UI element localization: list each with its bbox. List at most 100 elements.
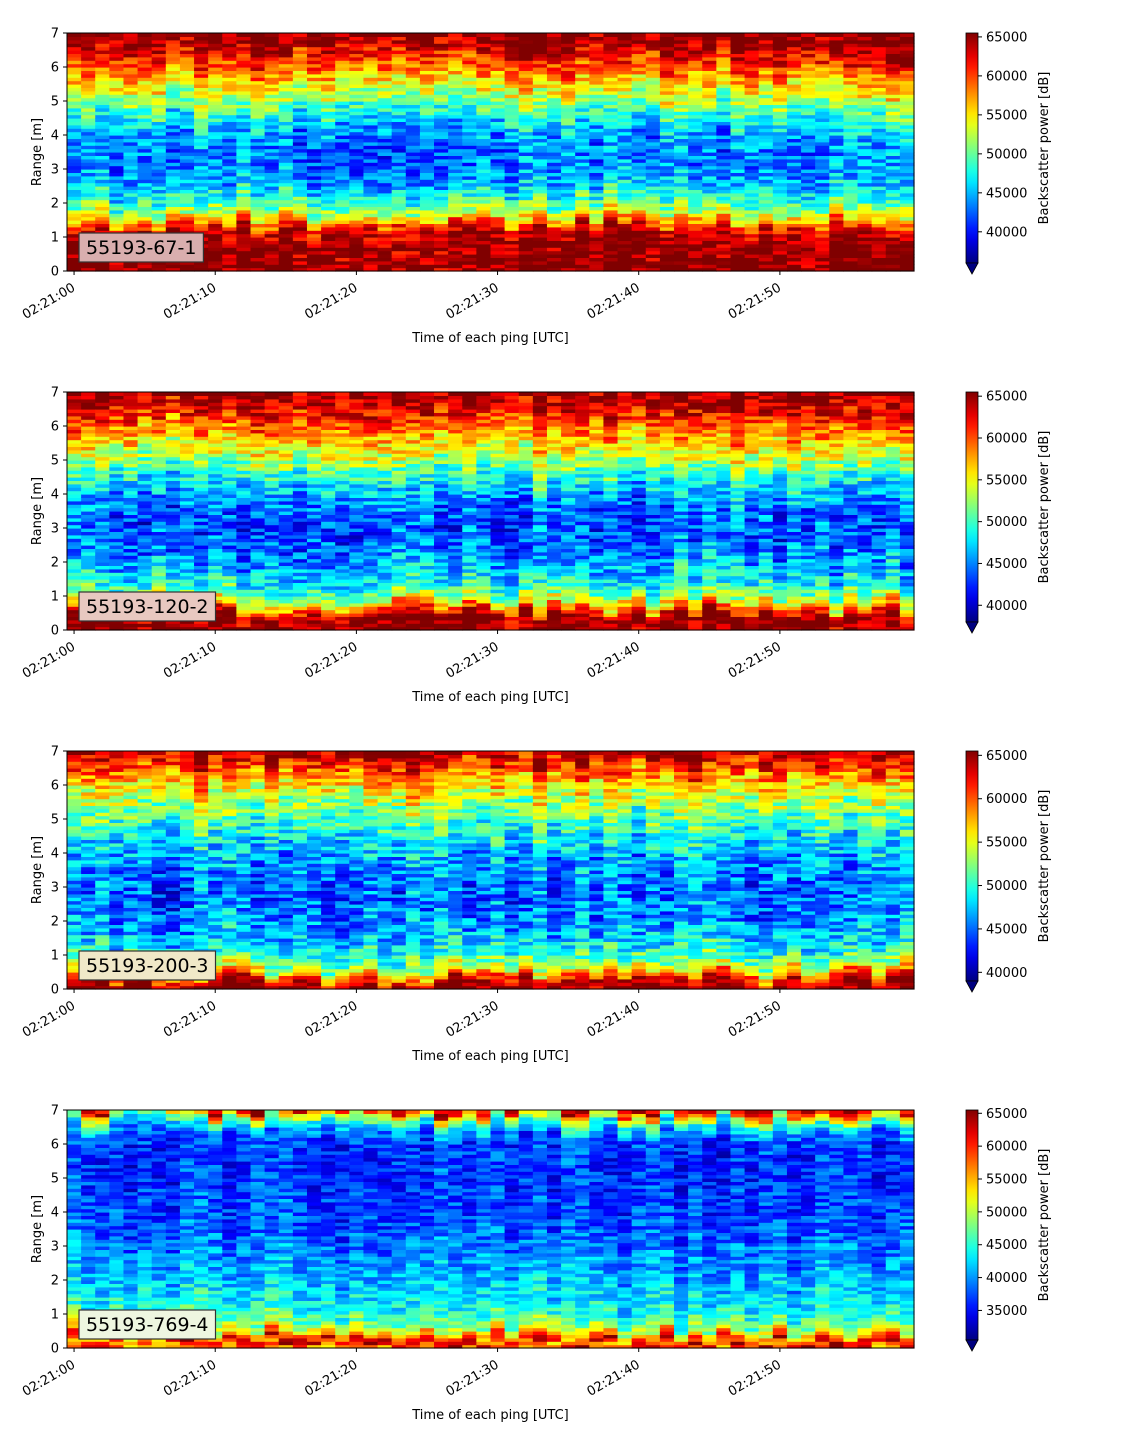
heatmap-cell [561, 250, 576, 255]
heatmap-cell [222, 209, 237, 214]
heatmap-cell [786, 131, 802, 136]
heatmap-cell [631, 226, 647, 231]
heatmap-cell [419, 223, 435, 228]
heatmap-cell [899, 250, 915, 255]
heatmap-cell [575, 196, 590, 201]
heatmap-cell [448, 257, 463, 262]
heatmap-cell [462, 84, 477, 88]
heatmap-cell [377, 152, 393, 156]
heatmap-cell [109, 107, 125, 112]
heatmap-cell [476, 206, 492, 211]
heatmap-cell [165, 43, 181, 48]
heatmap-cell [659, 267, 675, 272]
heatmap-cell [674, 39, 689, 44]
heatmap-cell [250, 230, 266, 235]
heatmap-cell [659, 152, 675, 156]
heatmap-cell [264, 192, 280, 197]
heatmap-cell [885, 209, 901, 214]
heatmap-cell [518, 230, 534, 235]
heatmap-cell [688, 175, 703, 180]
heatmap-cell [843, 141, 859, 146]
heatmap-cell [321, 182, 336, 187]
heatmap-cell [419, 128, 435, 133]
heatmap-cell [504, 73, 520, 78]
heatmap-cell [772, 199, 788, 204]
heatmap-cell [589, 155, 605, 160]
heatmap-cell [462, 162, 477, 167]
heatmap-cell [109, 36, 125, 41]
heatmap-cell [236, 70, 252, 75]
heatmap-cell [179, 226, 195, 231]
heatmap-cell [575, 209, 590, 214]
heatmap-cell [377, 67, 393, 71]
heatmap-cell [659, 206, 675, 211]
heatmap-cell [349, 240, 365, 245]
heatmap-cell [123, 70, 139, 75]
heatmap-cell [137, 50, 153, 54]
heatmap-cell [250, 267, 266, 272]
heatmap-cell [829, 131, 845, 136]
heatmap-cell [617, 196, 633, 201]
heatmap-cell [434, 254, 449, 258]
heatmap-cell [801, 182, 816, 187]
heatmap-cell [405, 131, 421, 136]
heatmap-cell [490, 124, 506, 129]
heatmap-cell [462, 155, 477, 160]
heatmap-cell [674, 145, 689, 150]
heatmap-cell [194, 131, 209, 136]
heatmap-cell [786, 199, 802, 204]
heatmap-cell [306, 264, 322, 269]
heatmap-cell [377, 138, 393, 143]
heatmap-cell [448, 94, 463, 99]
heatmap-cell [476, 43, 492, 48]
heatmap-cell [165, 172, 181, 177]
heatmap-cell [772, 209, 788, 214]
heatmap-cell [123, 87, 139, 92]
heatmap-cell [405, 237, 421, 241]
heatmap-cell [81, 192, 96, 197]
heatmap-cell [264, 39, 280, 44]
heatmap-cell [561, 230, 576, 235]
heatmap-cell [462, 209, 477, 214]
heatmap-cell [603, 128, 619, 133]
heatmap-cell [165, 402, 181, 407]
heatmap-cell [194, 148, 209, 153]
heatmap-cell [730, 226, 746, 231]
heatmap-cell [490, 247, 506, 252]
heatmap-cell [674, 155, 689, 160]
heatmap-cell [462, 206, 477, 211]
heatmap-cell [575, 84, 590, 88]
heatmap-cell [462, 77, 477, 82]
heatmap-cell [236, 84, 252, 88]
heatmap-cell [335, 141, 350, 146]
heatmap-cell [405, 77, 421, 82]
heatmap-cell [532, 145, 548, 150]
heatmap-cell [335, 46, 350, 51]
heatmap-cell [561, 237, 576, 241]
heatmap-cell [208, 175, 223, 180]
heatmap-cell [631, 118, 647, 122]
heatmap-cell [264, 223, 280, 228]
heatmap-cell [575, 220, 590, 224]
heatmap-cell [575, 254, 590, 258]
x-axis-label: Time of each ping [UTC] [411, 331, 569, 346]
heatmap-cell [306, 169, 322, 173]
heatmap-cell [236, 111, 252, 116]
heatmap-cell [208, 199, 223, 204]
heatmap-cell [659, 223, 675, 228]
heatmap-cell [518, 254, 534, 258]
heatmap-cell [617, 90, 633, 95]
heatmap-cell [885, 233, 901, 238]
heatmap-cell [137, 111, 153, 116]
heatmap-cell [151, 101, 167, 105]
heatmap-cell [208, 158, 223, 163]
heatmap-cell [208, 97, 223, 102]
heatmap-cell [674, 182, 689, 187]
heatmap-cell [857, 141, 873, 146]
heatmap-cell [448, 90, 463, 95]
heatmap-cell [165, 230, 181, 235]
heatmap-cell [222, 172, 237, 177]
heatmap-cell [631, 107, 647, 112]
heatmap-cell [462, 118, 477, 122]
heatmap-cell [688, 267, 703, 272]
